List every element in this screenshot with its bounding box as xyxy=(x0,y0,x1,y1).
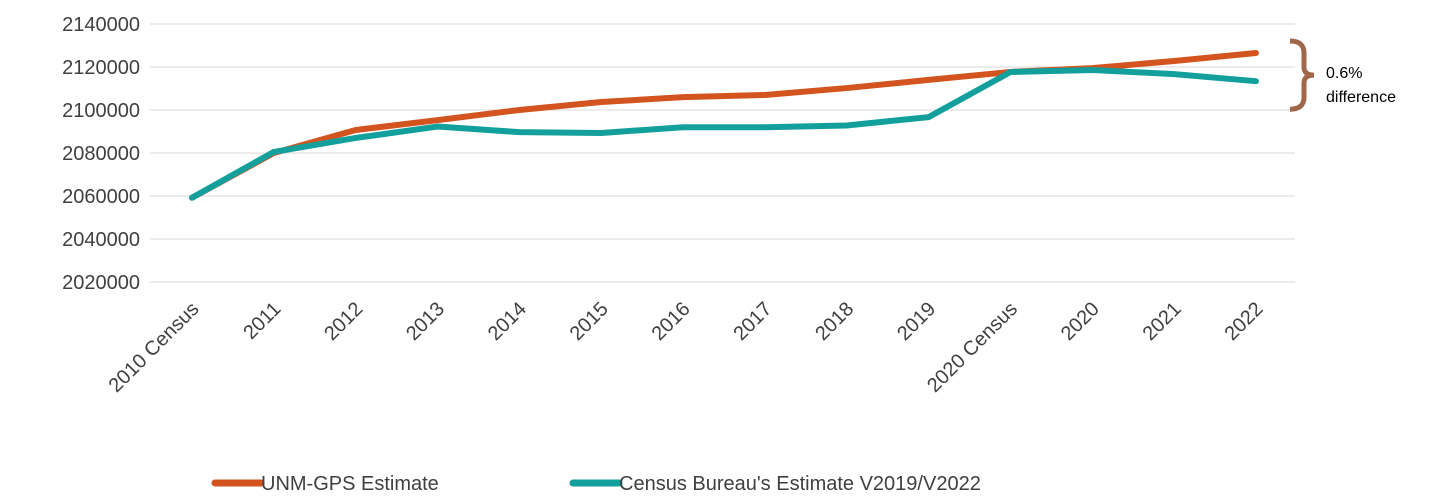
x-tick-label: 2017 xyxy=(729,298,776,345)
x-tick-label: 2012 xyxy=(320,298,367,345)
y-tick-label: 2080000 xyxy=(62,143,140,165)
x-tick-label: 2022 xyxy=(1221,298,1268,345)
brace xyxy=(1289,38,1315,112)
x-tick-label: 2021 xyxy=(1139,298,1186,345)
annotation: 0.6% difference xyxy=(1326,65,1396,106)
x-tick-label: 2010 Census xyxy=(105,298,204,397)
x-tick-label: 2020 xyxy=(1057,298,1104,345)
y-tick-label: 2020000 xyxy=(62,272,140,294)
y-tick-label: 2040000 xyxy=(62,229,140,251)
x-tick-label: 2011 xyxy=(239,298,285,344)
y-tick-label: 2120000 xyxy=(62,57,140,79)
x-tick-label: 2018 xyxy=(811,298,858,345)
x-tick-label: 2014 xyxy=(484,298,531,345)
x-tick-label: 2013 xyxy=(402,298,449,345)
x-tick-label: 2019 xyxy=(893,298,940,345)
y-tick-label: 2140000 xyxy=(62,14,140,36)
x-tick-label: 2015 xyxy=(566,298,613,345)
legend-label: UNM-GPS Estimate xyxy=(261,473,439,495)
series-line xyxy=(189,67,1259,201)
y-tick-label: 2100000 xyxy=(62,100,140,122)
y-tick-label: 2060000 xyxy=(62,186,140,208)
legend-label: Census Bureau's Estimate V2019/V2022 xyxy=(619,473,981,495)
x-tick-label: 2016 xyxy=(648,298,695,345)
